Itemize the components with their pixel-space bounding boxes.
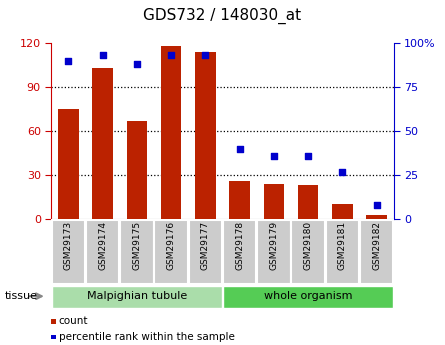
Bar bbox=[154, 220, 188, 284]
Point bbox=[134, 61, 141, 67]
Bar bbox=[223, 286, 393, 308]
Point bbox=[99, 53, 106, 58]
Bar bbox=[360, 220, 393, 284]
Text: percentile rank within the sample: percentile rank within the sample bbox=[59, 332, 235, 342]
Text: GSM29175: GSM29175 bbox=[132, 221, 142, 270]
Bar bbox=[52, 220, 85, 284]
Bar bbox=[366, 215, 387, 219]
Text: Malpighian tubule: Malpighian tubule bbox=[87, 291, 187, 301]
Bar bbox=[263, 184, 284, 219]
Bar bbox=[223, 220, 256, 284]
Bar bbox=[92, 68, 113, 219]
Bar bbox=[126, 121, 147, 219]
Text: GSM29176: GSM29176 bbox=[166, 221, 176, 270]
Text: whole organism: whole organism bbox=[264, 291, 352, 301]
Point bbox=[271, 153, 278, 158]
Bar bbox=[229, 181, 250, 219]
Bar bbox=[195, 52, 216, 219]
Text: tissue: tissue bbox=[4, 291, 37, 301]
Text: GDS732 / 148030_at: GDS732 / 148030_at bbox=[143, 8, 302, 24]
Bar bbox=[298, 185, 319, 219]
Point bbox=[373, 202, 380, 208]
Bar bbox=[52, 286, 222, 308]
Text: GSM29178: GSM29178 bbox=[235, 221, 244, 270]
Point bbox=[236, 146, 243, 151]
Text: GSM29181: GSM29181 bbox=[338, 221, 347, 270]
Point bbox=[305, 153, 312, 158]
Text: GSM29180: GSM29180 bbox=[303, 221, 313, 270]
Bar bbox=[161, 46, 182, 219]
Text: GSM29174: GSM29174 bbox=[98, 221, 107, 270]
Bar bbox=[257, 220, 291, 284]
Text: GSM29179: GSM29179 bbox=[269, 221, 279, 270]
Text: GSM29182: GSM29182 bbox=[372, 221, 381, 270]
Bar bbox=[86, 220, 119, 284]
Bar bbox=[189, 220, 222, 284]
Point bbox=[65, 58, 72, 63]
Bar bbox=[120, 220, 154, 284]
Text: GSM29173: GSM29173 bbox=[64, 221, 73, 270]
Point bbox=[339, 169, 346, 174]
Text: count: count bbox=[59, 316, 88, 326]
Bar bbox=[291, 220, 325, 284]
Bar bbox=[326, 220, 359, 284]
Bar bbox=[332, 204, 353, 219]
Text: GSM29177: GSM29177 bbox=[201, 221, 210, 270]
Bar bbox=[58, 109, 79, 219]
Point bbox=[168, 53, 175, 58]
Point bbox=[202, 53, 209, 58]
